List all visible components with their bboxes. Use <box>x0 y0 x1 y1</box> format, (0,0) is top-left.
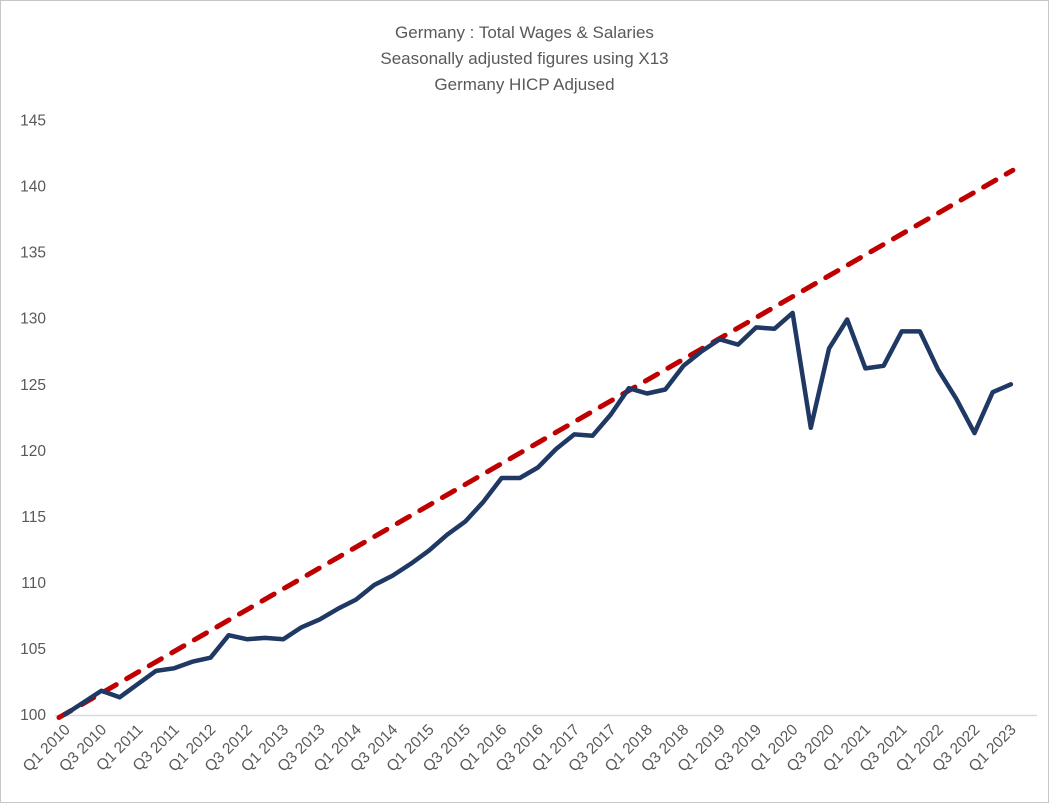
chart-title-line-3: Germany HICP Adjused <box>434 75 615 94</box>
trend-series-line <box>56 167 1016 720</box>
y-axis-tick-label: 120 <box>20 443 46 460</box>
y-axis-tick-label: 100 <box>20 707 46 724</box>
chart-title-line-1: Germany : Total Wages & Salaries <box>395 23 654 42</box>
y-axis-tick-label: 115 <box>21 509 46 526</box>
y-axis-tick-label: 145 <box>20 113 46 130</box>
y-axis-tick-label: 135 <box>20 245 46 262</box>
y-axis-tick-label: 105 <box>20 641 46 658</box>
chart-title-line-2: Seasonally adjusted figures using X13 <box>380 49 669 68</box>
y-axis-tick-label: 140 <box>20 179 46 196</box>
y-axis-tick-label: 130 <box>20 311 46 328</box>
y-axis-tick-label: 125 <box>20 377 46 394</box>
y-axis-tick-label: 110 <box>21 575 46 592</box>
wages-series-line <box>62 310 1014 717</box>
chart-title: Germany : Total Wages & Salaries Seasona… <box>1 20 1048 98</box>
